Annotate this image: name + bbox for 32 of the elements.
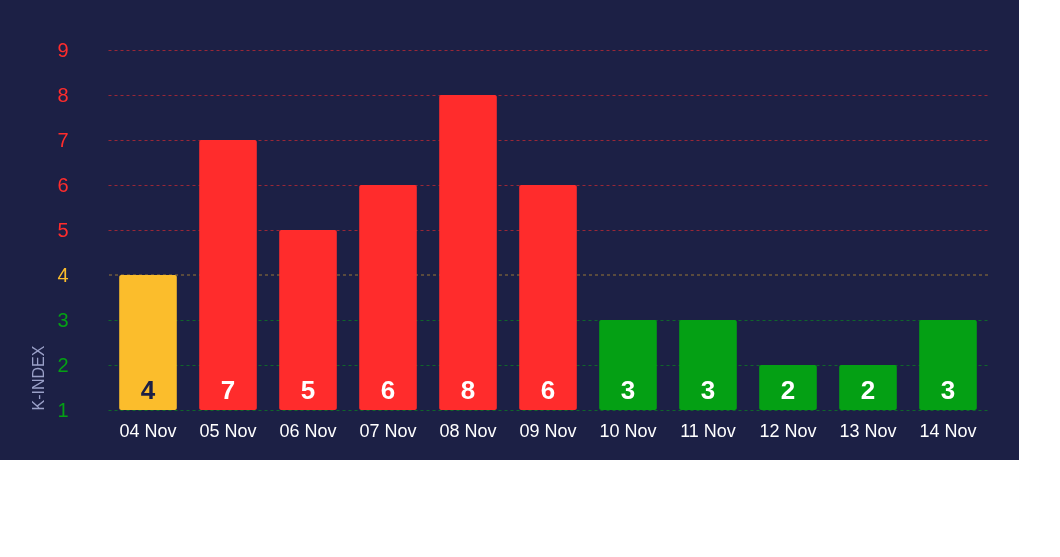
data-label: 3 xyxy=(940,375,956,405)
y-tick-label: 7 xyxy=(57,128,69,151)
y-axis-title: K-INDEX xyxy=(30,345,48,411)
data-label: 2 xyxy=(860,375,876,405)
y-tick-label: 3 xyxy=(57,308,69,331)
x-tick-label: 13 Nov xyxy=(839,420,897,441)
data-label: 8 xyxy=(460,375,476,405)
x-tick-label: 10 Nov xyxy=(599,420,657,441)
data-label: 6 xyxy=(380,375,396,405)
x-tick-label: 14 Nov xyxy=(919,420,977,441)
data-label: 6 xyxy=(540,375,556,405)
y-tick-label: 2 xyxy=(57,353,69,376)
y-tick-label: 1 xyxy=(57,398,69,421)
x-tick-label: 09 Nov xyxy=(519,420,577,441)
x-tick-label: 05 Nov xyxy=(199,420,257,441)
data-label: 3 xyxy=(620,375,636,405)
y-tick-label: 5 xyxy=(57,218,69,241)
data-label: 5 xyxy=(300,375,316,405)
data-label: 7 xyxy=(220,375,236,405)
data-label: 2 xyxy=(780,375,796,405)
y-tick-label: 6 xyxy=(57,173,69,196)
data-label: 4 xyxy=(140,375,156,405)
y-tick-label: 9 xyxy=(57,38,69,61)
y-tick-label: 8 xyxy=(57,83,69,106)
x-tick-label: 04 Nov xyxy=(119,420,177,441)
x-tick-label: 11 Nov xyxy=(680,420,736,441)
data-label: 3 xyxy=(700,375,716,405)
x-tick-label: 07 Nov xyxy=(359,420,417,441)
x-tick-label: 06 Nov xyxy=(279,420,337,441)
x-tick-label: 12 Nov xyxy=(759,420,817,441)
x-tick-label: 08 Nov xyxy=(439,420,497,441)
y-tick-label: 4 xyxy=(57,263,69,286)
